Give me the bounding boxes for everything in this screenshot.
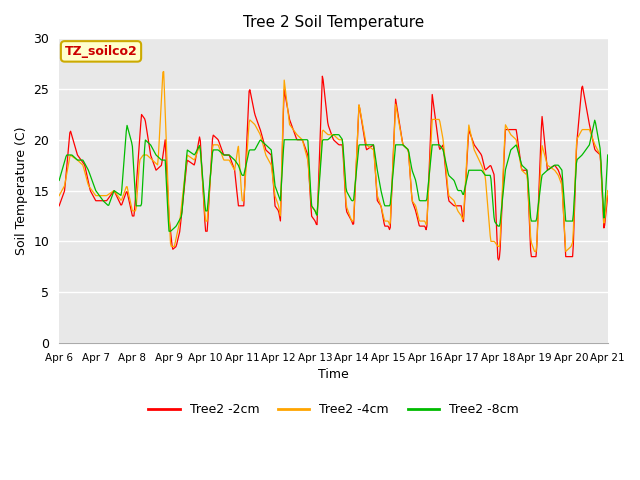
Tree2 -8cm	[401, 144, 408, 149]
Tree2 -4cm	[65, 158, 73, 164]
Tree2 -4cm	[55, 193, 63, 199]
Tree2 -4cm	[401, 144, 408, 149]
Y-axis label: Soil Temperature (C): Soil Temperature (C)	[15, 126, 28, 255]
Tree2 -8cm	[165, 228, 173, 234]
Tree2 -2cm	[417, 223, 424, 229]
Tree2 -2cm	[401, 144, 408, 149]
Tree2 -2cm	[604, 193, 612, 199]
X-axis label: Time: Time	[318, 368, 349, 381]
Line: Tree2 -2cm: Tree2 -2cm	[59, 76, 608, 260]
Tree2 -4cm	[160, 69, 168, 74]
Tree2 -2cm	[122, 191, 129, 197]
Tree2 -8cm	[207, 167, 215, 172]
Tree2 -2cm	[206, 176, 214, 182]
Tree2 -4cm	[207, 167, 215, 172]
Text: TZ_soilco2: TZ_soilco2	[65, 45, 138, 58]
Tree2 -8cm	[604, 152, 612, 158]
Line: Tree2 -8cm: Tree2 -8cm	[59, 120, 608, 231]
Title: Tree 2 Soil Temperature: Tree 2 Soil Temperature	[243, 15, 424, 30]
Tree2 -8cm	[417, 198, 424, 204]
Tree2 -8cm	[178, 209, 186, 215]
Tree2 -8cm	[122, 138, 129, 144]
Tree2 -2cm	[55, 203, 63, 209]
Tree2 -8cm	[55, 178, 63, 183]
Tree2 -4cm	[417, 218, 424, 224]
Tree2 -2cm	[65, 138, 73, 144]
Tree2 -4cm	[531, 249, 539, 254]
Tree2 -4cm	[604, 188, 612, 193]
Line: Tree2 -4cm: Tree2 -4cm	[59, 72, 608, 252]
Tree2 -4cm	[178, 199, 186, 204]
Tree2 -2cm	[319, 73, 326, 79]
Tree2 -8cm	[65, 152, 73, 158]
Tree2 -2cm	[177, 215, 185, 221]
Tree2 -2cm	[495, 257, 502, 263]
Tree2 -4cm	[122, 186, 129, 192]
Legend: Tree2 -2cm, Tree2 -4cm, Tree2 -8cm: Tree2 -2cm, Tree2 -4cm, Tree2 -8cm	[143, 398, 524, 421]
Tree2 -8cm	[591, 117, 598, 123]
